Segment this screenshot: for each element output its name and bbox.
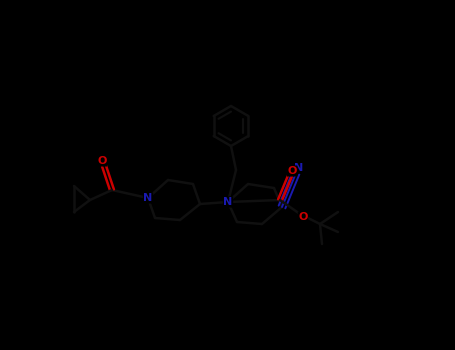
Text: N: N: [143, 193, 152, 203]
Text: O: O: [287, 166, 297, 176]
Text: N: N: [294, 163, 303, 173]
Text: N: N: [223, 197, 233, 207]
Text: O: O: [97, 156, 106, 166]
Text: O: O: [298, 212, 308, 222]
